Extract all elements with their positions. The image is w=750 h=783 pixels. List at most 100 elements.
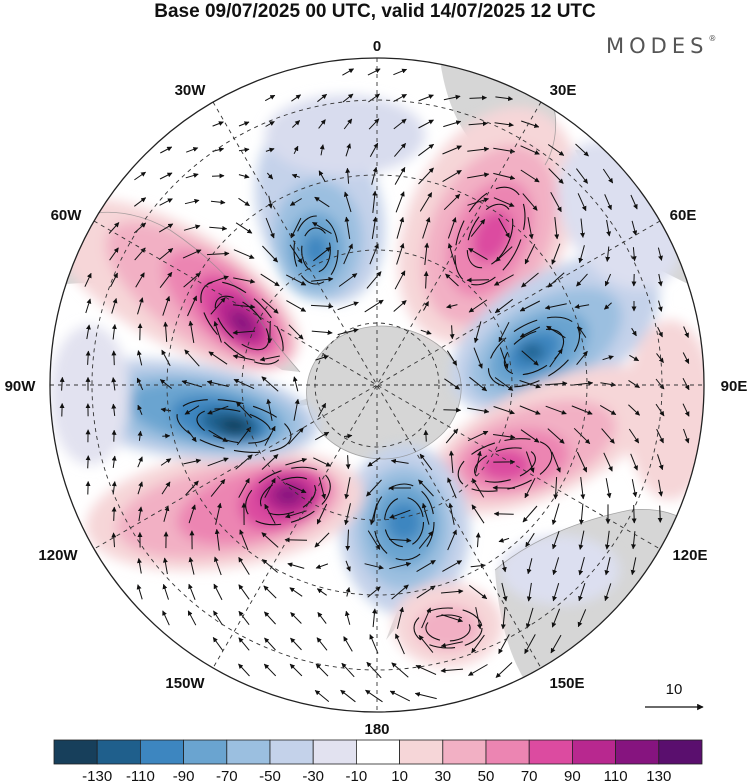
wind-vector-arrow bbox=[551, 243, 561, 265]
wind-vector-arrow bbox=[182, 249, 202, 259]
wind-vector-arrow bbox=[631, 504, 637, 524]
wind-vector-arrow bbox=[469, 376, 487, 392]
wind-vector-arrow bbox=[471, 478, 485, 498]
wind-vector-arrow bbox=[85, 350, 91, 365]
wind-vector-arrow bbox=[467, 146, 490, 152]
wind-vector-arrow bbox=[576, 273, 588, 287]
wind-vector-arrow bbox=[552, 557, 560, 576]
wind-vector-arrow bbox=[521, 272, 539, 288]
colorbar-tick-label: -30 bbox=[302, 768, 324, 783]
wind-vector-arrow bbox=[552, 530, 560, 550]
wind-vector-arrow bbox=[238, 173, 250, 179]
wind-vector-arrow bbox=[181, 379, 203, 388]
wind-vector-arrow bbox=[207, 457, 229, 467]
wind-vector-arrow bbox=[628, 428, 640, 444]
wind-vector-arrow bbox=[136, 350, 143, 366]
wind-vector-arrow bbox=[364, 299, 384, 313]
wind-vector-arrow bbox=[345, 529, 351, 551]
wind-vector-arrow bbox=[605, 478, 612, 499]
wind-vector-arrow bbox=[211, 173, 225, 179]
wind-vector-arrow bbox=[444, 378, 461, 390]
wind-vector-arrow bbox=[576, 350, 588, 366]
wind-vector-arrow bbox=[111, 455, 117, 468]
wind-vector-arrow bbox=[445, 273, 459, 287]
wind-vector-arrow bbox=[519, 326, 541, 338]
circulation-loop bbox=[196, 408, 272, 444]
wind-vector-arrow bbox=[682, 352, 690, 364]
wind-vector-arrow bbox=[133, 222, 147, 234]
wind-vector-arrow bbox=[631, 247, 637, 262]
wind-vector-arrow bbox=[389, 690, 411, 702]
wind-vector-arrow bbox=[366, 271, 382, 289]
wind-vector-arrow bbox=[604, 530, 610, 550]
wind-vector-arrow bbox=[498, 218, 510, 239]
wind-vector-arrow bbox=[183, 458, 202, 465]
wind-vector-arrow bbox=[343, 118, 353, 130]
wind-vector-arrow bbox=[493, 511, 514, 517]
wind-vector-arrow bbox=[292, 376, 299, 392]
wind-vector-arrow bbox=[59, 376, 65, 391]
wind-vector-arrow bbox=[388, 537, 412, 543]
circulation-loop bbox=[425, 614, 471, 642]
wind-vector-arrow bbox=[261, 376, 279, 392]
wind-vector-arrow bbox=[499, 347, 509, 369]
wind-vector-arrow bbox=[601, 428, 615, 444]
wind-vector-arrow bbox=[315, 354, 329, 361]
circulation-loop bbox=[466, 203, 514, 269]
lon-label-60w: 60W bbox=[51, 207, 83, 224]
wind-vector-arrow bbox=[261, 532, 279, 548]
wind-vector-arrow bbox=[238, 121, 250, 127]
wind-vector-arrow bbox=[494, 298, 514, 314]
colorbar: -130 -110 -90 -70 -50 -30 -10 10 30 50 70 90 110 130 bbox=[53, 739, 703, 783]
wind-vector-arrow bbox=[290, 637, 302, 651]
wind-vector-arrow bbox=[345, 143, 352, 157]
wind-vector-arrow bbox=[344, 610, 351, 625]
wind-vector-arrow bbox=[264, 611, 276, 625]
wind-vector-arrow bbox=[448, 502, 455, 525]
circulation-loop bbox=[259, 476, 317, 516]
registered-mark: ® bbox=[708, 34, 717, 43]
wind-vector-arrow bbox=[605, 246, 611, 262]
wind-vector-arrow bbox=[547, 428, 565, 444]
wind-vector-arrow bbox=[498, 634, 510, 655]
wind-vector-arrow bbox=[468, 121, 488, 127]
wind-vector-arrow bbox=[163, 505, 170, 522]
wind-vector-arrow bbox=[137, 506, 143, 522]
wind-vector-arrow bbox=[162, 583, 169, 600]
wind-vector-arrow bbox=[344, 433, 353, 439]
wind-vector-arrow bbox=[467, 407, 490, 414]
wind-vector-arrow bbox=[314, 690, 330, 702]
colorbar-swatch bbox=[485, 739, 530, 765]
wind-vector-arrow bbox=[552, 582, 560, 602]
wind-vector-arrow bbox=[159, 271, 173, 289]
lon-label-30e: 30E bbox=[550, 82, 577, 99]
colorbar-swatch bbox=[399, 739, 444, 765]
wind-vector-arrow bbox=[630, 194, 638, 210]
wind-vector-arrow bbox=[447, 243, 456, 265]
wind-vector-arrow bbox=[500, 607, 506, 630]
wind-vector-arrow bbox=[449, 325, 455, 340]
positive-anomaly-east-edge bbox=[625, 320, 704, 500]
circulation-loop bbox=[474, 447, 536, 483]
wind-vector-arrow bbox=[318, 477, 327, 500]
negative-anomaly-far-west bbox=[50, 325, 130, 465]
wind-vector-arrow bbox=[161, 349, 171, 367]
wind-vector-arrow bbox=[110, 272, 118, 288]
wind-vector-arrow bbox=[393, 118, 407, 130]
wind-vector-arrow bbox=[575, 143, 589, 157]
wind-vector-arrow bbox=[264, 503, 276, 524]
wind-vector-arrow bbox=[314, 532, 330, 548]
wind-vector-arrow bbox=[238, 663, 250, 677]
wind-vector-arrow bbox=[526, 582, 532, 602]
wind-vector-arrow bbox=[578, 556, 585, 576]
wind-vector-arrow bbox=[550, 634, 562, 654]
colorbar-tick-label: 10 bbox=[391, 768, 408, 783]
wind-vector-arrow bbox=[367, 586, 381, 598]
wind-vector-arrow bbox=[553, 476, 559, 500]
wind-vector-arrow bbox=[393, 300, 407, 312]
wind-vector-arrow bbox=[657, 300, 663, 312]
wind-vector-arrow bbox=[137, 297, 144, 315]
wind-vector-arrow bbox=[467, 197, 489, 206]
wind-vector-arrow bbox=[468, 247, 488, 261]
